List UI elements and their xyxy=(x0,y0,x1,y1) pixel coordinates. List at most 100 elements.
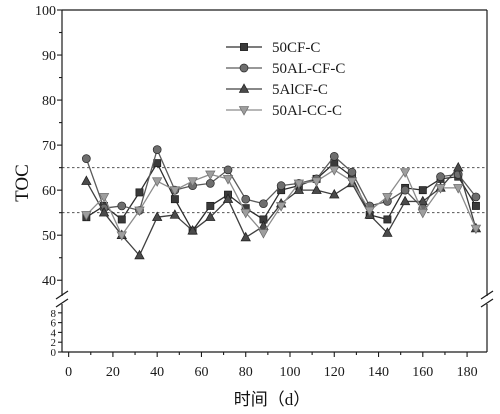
data-point xyxy=(435,184,446,194)
data-point xyxy=(276,181,286,191)
data-point xyxy=(417,195,428,206)
x-tick-label: 100 xyxy=(279,365,300,380)
y-tick-label: 40 xyxy=(42,274,56,289)
axis-break-marks xyxy=(55,290,494,308)
y-tick-label: 0 xyxy=(51,347,57,359)
left-break-mark xyxy=(55,290,69,300)
y-axis-title: TOC xyxy=(12,164,33,202)
data-point xyxy=(382,193,393,203)
data-point xyxy=(240,208,251,219)
data-point xyxy=(329,188,340,199)
legend-marker xyxy=(239,63,249,73)
data-point xyxy=(470,224,482,235)
data-point xyxy=(134,206,145,217)
data-point xyxy=(151,177,163,187)
data-point xyxy=(81,211,92,221)
legend-marker xyxy=(238,83,250,93)
y-tick-label: 70 xyxy=(42,139,56,154)
data-point xyxy=(311,177,322,187)
data-point xyxy=(135,188,144,197)
right-break-mark xyxy=(480,298,494,308)
data-point xyxy=(205,211,216,221)
data-point xyxy=(346,177,358,187)
data-point xyxy=(81,154,91,163)
plot-frame xyxy=(61,9,488,353)
data-point xyxy=(259,199,268,209)
series-line xyxy=(86,162,477,232)
legend-item: 5AlCF-C xyxy=(226,82,328,98)
x-tick-label: 80 xyxy=(239,365,253,380)
data-point xyxy=(169,186,181,196)
data-point xyxy=(241,194,251,204)
legend: 50CF-C 50AL-CF-C 5AlCF-C 50Al-CC-C xyxy=(226,40,345,119)
data-point xyxy=(347,167,357,177)
data-point xyxy=(205,179,215,188)
y-tick-label: 2 xyxy=(51,337,57,349)
data-point xyxy=(187,224,198,235)
data-point xyxy=(329,166,340,176)
data-point xyxy=(152,145,162,154)
data-point xyxy=(222,193,234,203)
data-point xyxy=(258,229,269,239)
x-tick-label: 120 xyxy=(324,365,345,380)
legend-item: 50AL-CF-C xyxy=(226,61,345,77)
legend-label: 5AlCF-C xyxy=(272,82,328,98)
legend-item: 50CF-C xyxy=(226,40,320,56)
data-point xyxy=(436,172,445,181)
data-point xyxy=(170,195,179,204)
y-tick-label: 8 xyxy=(51,308,57,320)
data-point xyxy=(205,170,216,181)
data-point xyxy=(417,208,428,219)
data-point xyxy=(151,211,163,221)
series-50Al-CC-C xyxy=(81,166,482,241)
data-point xyxy=(222,175,234,185)
data-point xyxy=(206,201,215,210)
data-point xyxy=(98,206,110,217)
series-50CF-C xyxy=(82,159,480,235)
y-tick-label: 60 xyxy=(42,184,56,199)
y-tick-label: 90 xyxy=(42,49,56,64)
data-point xyxy=(453,161,464,172)
data-point xyxy=(240,231,251,242)
data-point xyxy=(293,184,305,194)
data-point xyxy=(418,186,427,195)
y-tick-label: 4 xyxy=(51,327,57,339)
legend-marker xyxy=(238,106,250,116)
x-tick-label: 0 xyxy=(65,365,72,380)
x-tick-label: 180 xyxy=(457,365,478,380)
data-point xyxy=(153,159,162,168)
data-point xyxy=(311,184,322,194)
data-point xyxy=(223,165,233,175)
x-tick-label: 20 xyxy=(106,365,120,380)
data-point xyxy=(293,179,305,190)
data-point xyxy=(400,185,410,195)
x-axis-title: 时间（d） xyxy=(234,390,311,409)
x-tick-label: 160 xyxy=(412,365,433,380)
data-point xyxy=(117,215,126,224)
data-point xyxy=(383,215,392,224)
data-point xyxy=(329,152,339,161)
x-tick-label: 60 xyxy=(194,365,208,380)
x-tick-label: 40 xyxy=(150,365,164,380)
y-tick-label: 80 xyxy=(42,94,56,109)
data-point xyxy=(275,202,287,212)
data-point xyxy=(169,209,181,219)
data-point xyxy=(453,184,464,194)
data-point xyxy=(382,227,393,237)
right-break-mark xyxy=(480,290,494,300)
data-point xyxy=(399,195,411,206)
data-point xyxy=(116,231,127,241)
legend-marker xyxy=(240,43,248,51)
legend-label: 50CF-C xyxy=(272,40,320,56)
x-axis-ticks: 0 20 40 60 80 100 120 140 160 180 xyxy=(65,352,478,380)
y-tick-label: 6 xyxy=(51,318,57,330)
x-tick-label: 140 xyxy=(368,365,389,380)
data-point xyxy=(471,201,480,210)
data-point xyxy=(117,201,127,211)
data-point xyxy=(399,168,411,178)
y-tick-label: 100 xyxy=(35,4,56,19)
left-break-mark xyxy=(55,298,69,308)
data-point xyxy=(81,175,92,185)
data-point xyxy=(471,192,481,202)
